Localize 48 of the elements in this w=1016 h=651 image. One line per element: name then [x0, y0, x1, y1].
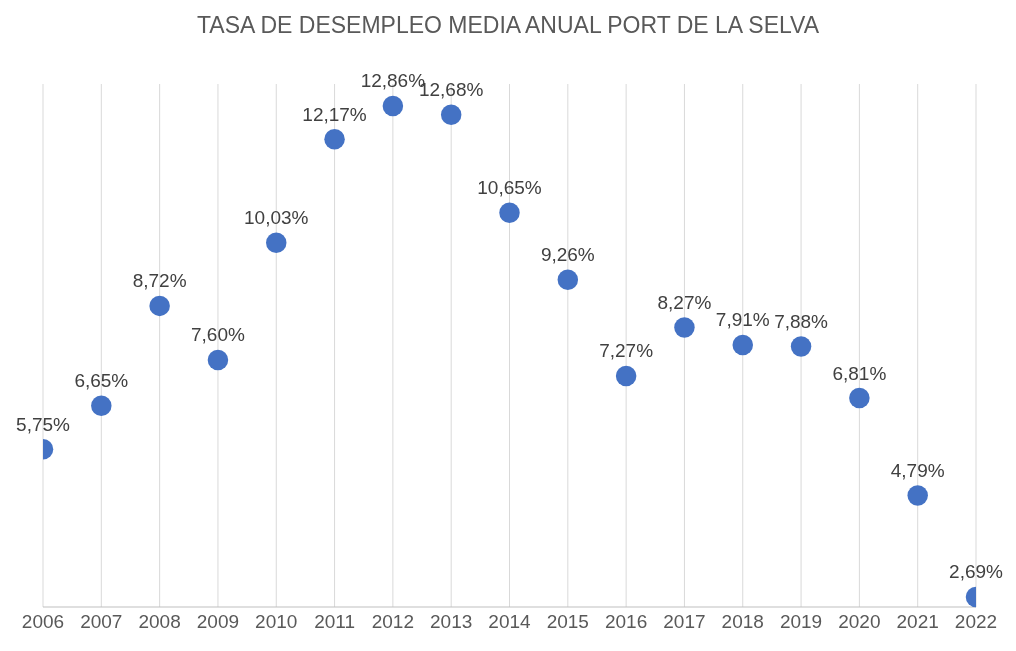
point	[674, 317, 695, 338]
point	[849, 387, 870, 409]
x-tick-label: 2022	[954, 611, 998, 633]
x-tick-label: 2007	[80, 611, 123, 633]
point	[207, 349, 229, 371]
data-label: 8,27%	[657, 292, 712, 314]
point	[266, 232, 287, 253]
x-tick-label: 2017	[663, 611, 706, 633]
x-tick-label: 2021	[896, 611, 939, 633]
point	[440, 104, 462, 125]
data-label: 12,17%	[302, 103, 367, 125]
data-label: 6,81%	[832, 362, 887, 384]
point	[149, 295, 170, 317]
point	[732, 334, 753, 356]
data-label: 6,65%	[74, 370, 129, 392]
x-tick-label: 2011	[314, 611, 355, 633]
point	[499, 202, 520, 223]
x-tick-label: 2014	[488, 611, 532, 633]
data-label: 9,26%	[540, 244, 595, 266]
x-tick-label: 2012	[371, 611, 415, 633]
x-tick-label: 2009	[196, 611, 240, 633]
x-tick-label: 2013	[430, 611, 473, 633]
data-label: 7,27%	[599, 340, 654, 362]
point	[907, 485, 928, 506]
x-tick-label: 2016	[604, 611, 648, 633]
data-label: 7,91%	[715, 309, 770, 331]
x-tick-label: 2008	[138, 611, 181, 633]
data-label: 7,60%	[191, 324, 245, 346]
point	[790, 336, 812, 357]
x-tick-label: 2020	[838, 611, 881, 633]
data-label: 10,65%	[477, 177, 542, 199]
data-label: 5,75%	[16, 413, 71, 435]
data-label: 7,88%	[774, 310, 829, 332]
point	[615, 365, 637, 387]
x-tick-label: 2018	[721, 611, 764, 633]
point	[324, 129, 345, 150]
x-tick-label: 2006	[21, 611, 65, 633]
data-label: 8,72%	[132, 270, 187, 292]
x-tick-label: 2019	[779, 611, 823, 633]
data-label: 4,79%	[890, 460, 945, 482]
data-label: 10,03%	[244, 207, 309, 229]
point	[91, 395, 112, 417]
data-label: 2,69%	[949, 561, 1004, 583]
chart-title: TASA DE DESEMPLEO MEDIA ANUAL PORT DE LA SELVA	[195, 12, 821, 39]
x-tick-label: 2015	[546, 611, 589, 633]
point	[557, 269, 579, 291]
x-tick-label: 2010	[255, 611, 298, 633]
point	[382, 95, 404, 117]
